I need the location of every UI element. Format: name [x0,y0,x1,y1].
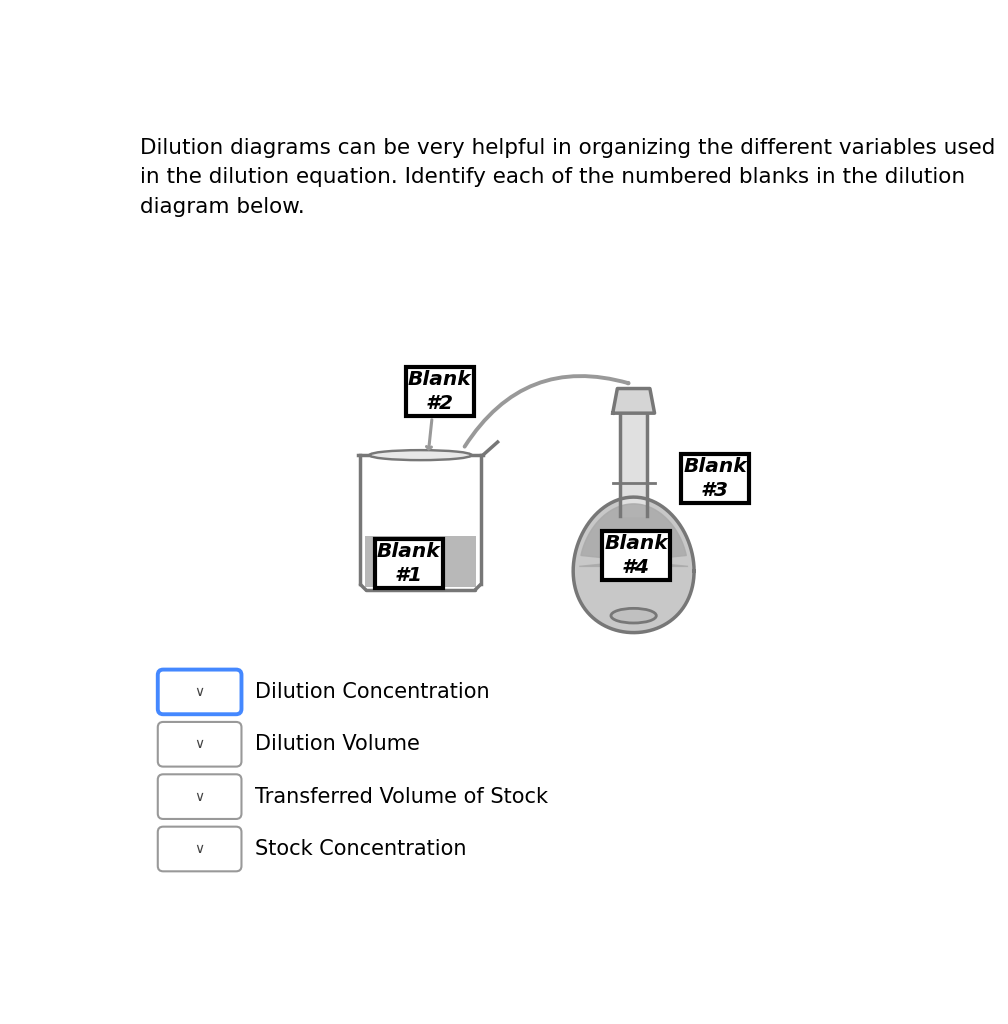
FancyBboxPatch shape [602,531,670,581]
FancyBboxPatch shape [158,670,242,715]
Text: Blank
#4: Blank #4 [604,535,667,577]
Text: Dilution Volume: Dilution Volume [255,734,420,755]
FancyBboxPatch shape [680,454,749,503]
FancyBboxPatch shape [375,539,443,588]
Text: ∨: ∨ [195,790,205,804]
FancyArrowPatch shape [465,376,628,446]
FancyBboxPatch shape [158,722,242,767]
Text: ∨: ∨ [195,842,205,856]
Polygon shape [621,413,647,516]
Polygon shape [365,536,476,587]
Polygon shape [574,497,695,633]
Text: Transferred Volume of Stock: Transferred Volume of Stock [255,786,548,807]
FancyBboxPatch shape [158,774,242,819]
FancyBboxPatch shape [406,367,474,416]
Text: Blank
#3: Blank #3 [683,458,747,500]
Polygon shape [613,388,654,413]
FancyBboxPatch shape [158,826,242,871]
Text: ∨: ∨ [195,685,205,699]
Text: Stock Concentration: Stock Concentration [255,839,467,859]
Text: Dilution Concentration: Dilution Concentration [255,682,490,701]
Text: Dilution diagrams can be very helpful in organizing the different variables used: Dilution diagrams can be very helpful in… [140,137,995,217]
Ellipse shape [611,608,656,623]
Text: Blank
#1: Blank #1 [377,542,440,585]
Polygon shape [580,504,688,566]
Ellipse shape [370,451,472,460]
Text: Blank
#2: Blank #2 [408,371,472,413]
Text: ∨: ∨ [195,737,205,752]
